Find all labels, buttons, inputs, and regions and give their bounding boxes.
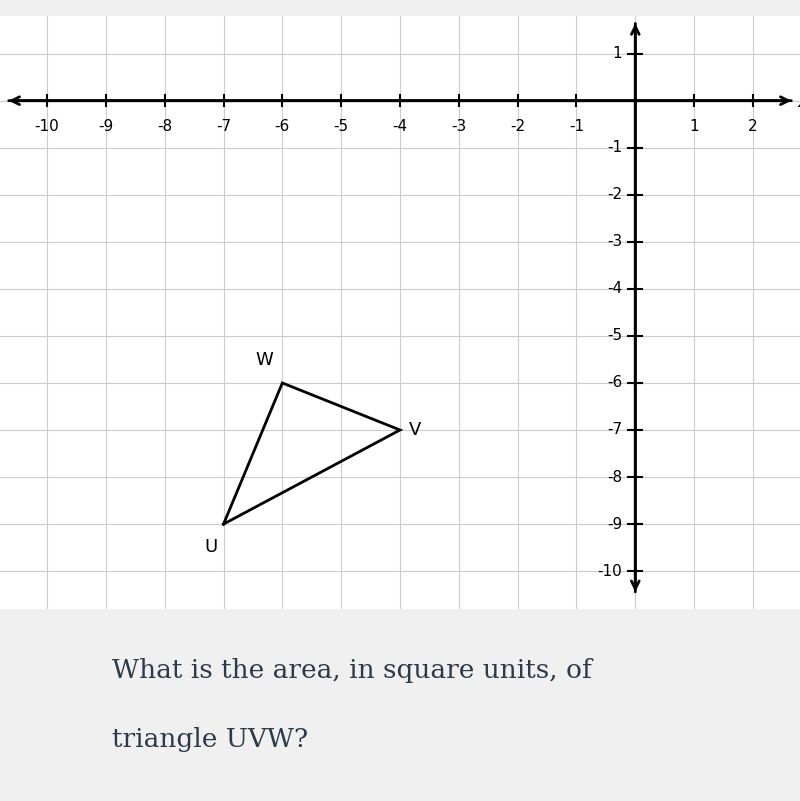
Text: 1: 1 [613, 46, 622, 61]
Text: -9: -9 [98, 119, 114, 134]
Text: -8: -8 [607, 469, 622, 485]
Text: -4: -4 [607, 281, 622, 296]
Text: -8: -8 [157, 119, 172, 134]
Text: -3: -3 [607, 235, 622, 249]
Text: 2: 2 [748, 119, 758, 134]
Text: -7: -7 [216, 119, 231, 134]
Text: What is the area, in square units, of: What is the area, in square units, of [112, 658, 592, 682]
Text: 1: 1 [690, 119, 699, 134]
Text: -5: -5 [334, 119, 349, 134]
Text: -1: -1 [569, 119, 584, 134]
Text: -4: -4 [393, 119, 407, 134]
Text: -10: -10 [598, 564, 622, 578]
Text: -10: -10 [34, 119, 59, 134]
Text: -6: -6 [274, 119, 290, 134]
Text: -7: -7 [607, 422, 622, 437]
Text: W: W [256, 351, 274, 368]
Text: U: U [204, 538, 218, 556]
Text: -3: -3 [451, 119, 466, 134]
Text: -1: -1 [607, 140, 622, 155]
Text: -2: -2 [510, 119, 526, 134]
Text: -2: -2 [607, 187, 622, 203]
Text: -9: -9 [607, 517, 622, 532]
Text: -5: -5 [607, 328, 622, 344]
Text: V: V [409, 421, 421, 439]
Text: triangle UVW?: triangle UVW? [112, 727, 308, 752]
Text: -6: -6 [607, 376, 622, 390]
Text: x: x [797, 91, 800, 111]
